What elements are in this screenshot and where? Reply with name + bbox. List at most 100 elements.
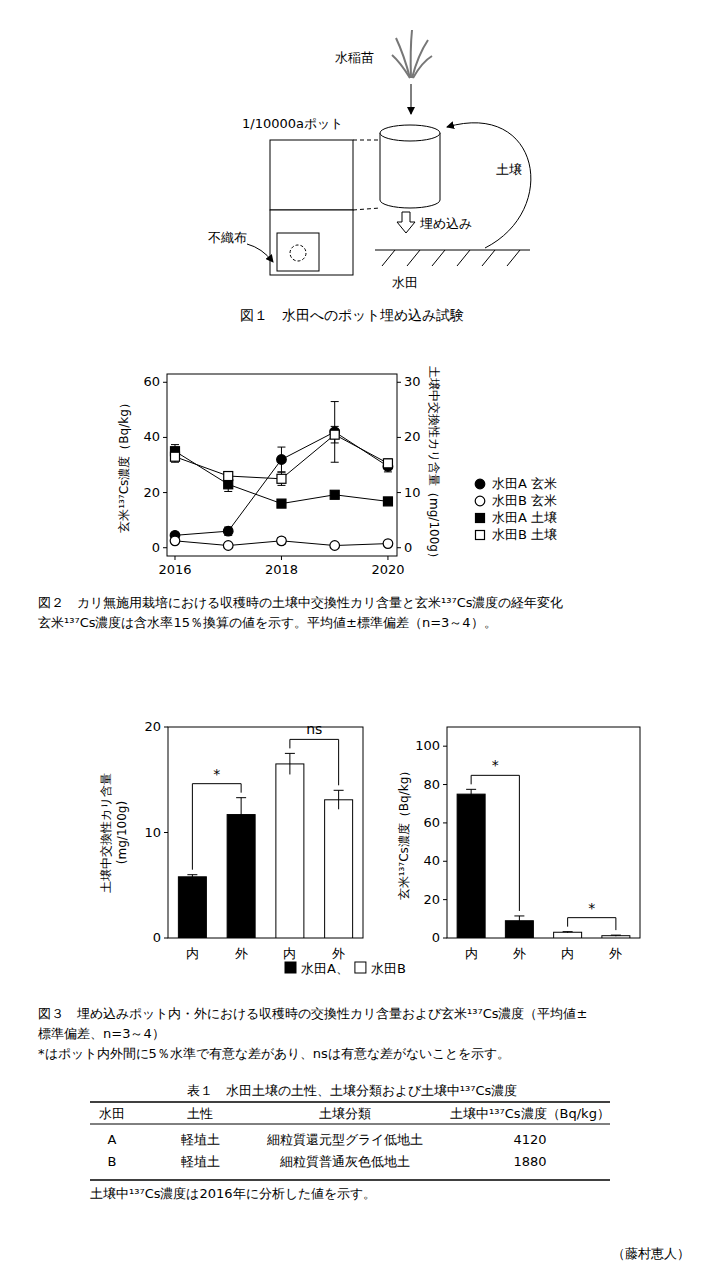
data-point xyxy=(383,539,393,549)
error-bar-cap xyxy=(277,472,285,473)
bracket-line xyxy=(290,739,339,740)
legend: 水田A、水田B図３ 埋め込みポット内・外における収穫時の交換性カリ含量および玄米… xyxy=(38,961,587,1061)
y-tick xyxy=(163,382,167,383)
y2-axis-label: 土壌中交換性カリ含量（mg/100g） xyxy=(427,366,441,564)
error-bar-line xyxy=(338,790,339,809)
data-point xyxy=(277,536,287,546)
y-tick xyxy=(163,547,167,548)
error-bar-cap xyxy=(171,462,179,463)
significance-label: ns xyxy=(306,721,322,737)
error-bar xyxy=(384,459,392,468)
series-line xyxy=(175,451,388,503)
fabric-arrow xyxy=(247,244,273,262)
fabric-label: 不織布 xyxy=(208,230,247,245)
y2-tick xyxy=(397,382,401,383)
caption: 図２ カリ無施用栽培における収穫時の土壌中交換性カリ含量と玄米¹³⁷Cs濃度の経… xyxy=(38,595,563,610)
soil-label: 土壌 xyxy=(496,162,522,177)
bracket-drop xyxy=(471,775,472,784)
bracket-line xyxy=(568,917,616,918)
bracket-drop xyxy=(567,918,568,927)
data-point xyxy=(277,455,287,465)
bracket-line xyxy=(192,783,241,784)
table-header: 水田 xyxy=(99,1106,125,1121)
error-bar xyxy=(224,527,232,535)
x-tick-label: 内 xyxy=(283,946,296,961)
bar xyxy=(227,815,255,938)
caption: 標準偏差、n=3～4） xyxy=(38,1026,165,1041)
bury-label: 埋め込み xyxy=(419,216,472,231)
x-tick-label: 2016 xyxy=(158,562,191,577)
paddy-label: 水田 xyxy=(392,275,418,290)
error-bar-line xyxy=(519,916,520,926)
legend-label: 水田A 土壌 xyxy=(492,510,557,525)
y-tick xyxy=(443,899,447,900)
figure2-chart: 02040600102030201620182020玄米¹³⁷Cs濃度（Bq/k… xyxy=(38,366,563,630)
x-tick-label: 外 xyxy=(513,946,526,961)
bracket-drop xyxy=(241,784,242,793)
figure1: 水稲苗1/10000aポット不織布埋め込み水田土壌図１ 水田へのポット埋め込み試… xyxy=(208,30,531,323)
plot-frame xyxy=(447,727,640,938)
background xyxy=(0,0,705,1275)
legend-label: 水田B xyxy=(371,961,406,976)
bar xyxy=(602,936,630,938)
seedling-icon xyxy=(392,30,432,78)
table-cell: 4120 xyxy=(513,1132,546,1147)
error-bar-cap xyxy=(277,471,285,472)
bury-arrow xyxy=(397,212,415,233)
error-bar-cap xyxy=(466,789,476,790)
legend-label: 水田B 土壌 xyxy=(492,527,557,542)
seedling-leaf xyxy=(412,40,428,78)
data-point xyxy=(383,459,392,468)
y-tick-label: 20 xyxy=(423,892,440,907)
y-tick xyxy=(164,832,168,833)
error-bar xyxy=(236,798,246,832)
bracket-drop xyxy=(519,775,520,911)
y-tick xyxy=(443,861,447,862)
error-bar xyxy=(334,790,344,809)
x-tick xyxy=(281,556,282,560)
error-bar xyxy=(187,875,197,879)
y2-tick xyxy=(397,547,401,548)
caption: 図３ 埋め込みポット内・外における収穫時の交換性カリ含量および玄米¹³⁷Cs濃度… xyxy=(38,1006,587,1021)
author: （藤村恵人） xyxy=(612,1246,690,1261)
ground-line xyxy=(375,250,530,251)
bracket-drop xyxy=(338,739,339,785)
error-bar xyxy=(277,447,285,472)
significance-label: * xyxy=(492,757,499,773)
y-tick-label: 0 xyxy=(432,930,440,945)
series-line xyxy=(175,435,388,479)
y-tick xyxy=(164,938,168,939)
y-tick xyxy=(443,746,447,747)
dashed-guide xyxy=(353,208,380,210)
significance-bracket xyxy=(192,784,241,870)
nonwoven-fabric xyxy=(277,233,319,271)
y-axis-label: 玄米¹³⁷Cs濃度（Bq/kg） xyxy=(117,397,131,533)
x-tick-label: 外 xyxy=(235,946,248,961)
plot-area xyxy=(170,402,393,551)
table-cell: A xyxy=(108,1132,117,1147)
table-cell: 軽埴土 xyxy=(181,1154,220,1169)
legend-swatch xyxy=(355,962,366,973)
bar xyxy=(457,794,485,938)
dashed-guide xyxy=(353,140,380,141)
legend-marker xyxy=(476,514,485,523)
x-tick xyxy=(387,556,388,560)
error-bar-line xyxy=(241,798,242,832)
error-bar-cap xyxy=(285,753,295,754)
pot-cylinder xyxy=(380,133,440,208)
bar xyxy=(178,877,206,938)
data-point xyxy=(277,499,286,508)
ground-hatch xyxy=(457,250,470,266)
bar xyxy=(276,764,304,938)
error-bar-line xyxy=(192,875,193,879)
caption: 図１ 水田へのポット埋め込み試験 xyxy=(240,307,464,323)
data-point xyxy=(223,541,233,551)
data-point xyxy=(224,472,233,481)
x-tick xyxy=(174,556,175,560)
table-header: 土壌分類 xyxy=(319,1106,371,1121)
y-tick-label: 0 xyxy=(153,930,161,945)
y-tick-label: 40 xyxy=(423,853,440,868)
ground-hatch xyxy=(507,250,520,266)
legend: 水田A 玄米水田B 玄米水田A 土壌水田B 土壌 xyxy=(475,476,557,542)
error-bar-line xyxy=(289,753,290,774)
